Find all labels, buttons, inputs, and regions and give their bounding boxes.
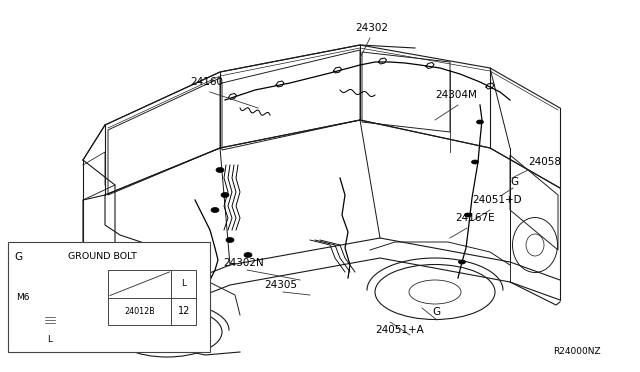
Ellipse shape [465, 213, 472, 217]
Text: 12: 12 [177, 306, 190, 316]
Ellipse shape [211, 208, 219, 212]
Text: 24160: 24160 [190, 77, 223, 87]
Text: 24302N: 24302N [223, 258, 264, 268]
Text: 24051+D: 24051+D [472, 195, 522, 205]
Text: GROUND BOLT: GROUND BOLT [68, 252, 137, 261]
Text: G: G [510, 177, 518, 187]
Bar [108, 270, 196, 325]
Text: 24304M: 24304M [435, 90, 477, 100]
Ellipse shape [244, 253, 252, 257]
Ellipse shape [458, 260, 465, 264]
Text: 24305: 24305 [264, 280, 297, 290]
Text: G: G [432, 307, 440, 317]
Text: R24000NZ: R24000NZ [553, 347, 600, 356]
Text: M6: M6 [16, 292, 29, 301]
Ellipse shape [477, 120, 483, 124]
Text: 24012B: 24012B [124, 307, 155, 316]
Text: 24051+A: 24051+A [375, 325, 424, 335]
Ellipse shape [221, 192, 229, 198]
Text: L: L [47, 335, 52, 344]
Text: 24058: 24058 [528, 157, 561, 167]
Ellipse shape [226, 237, 234, 243]
Ellipse shape [216, 167, 224, 173]
Text: 24167E: 24167E [455, 213, 495, 223]
Bar [8, 242, 210, 352]
Text: 24302: 24302 [355, 23, 388, 33]
Text: G: G [14, 252, 22, 262]
Text: L: L [181, 279, 186, 288]
Ellipse shape [472, 160, 479, 164]
